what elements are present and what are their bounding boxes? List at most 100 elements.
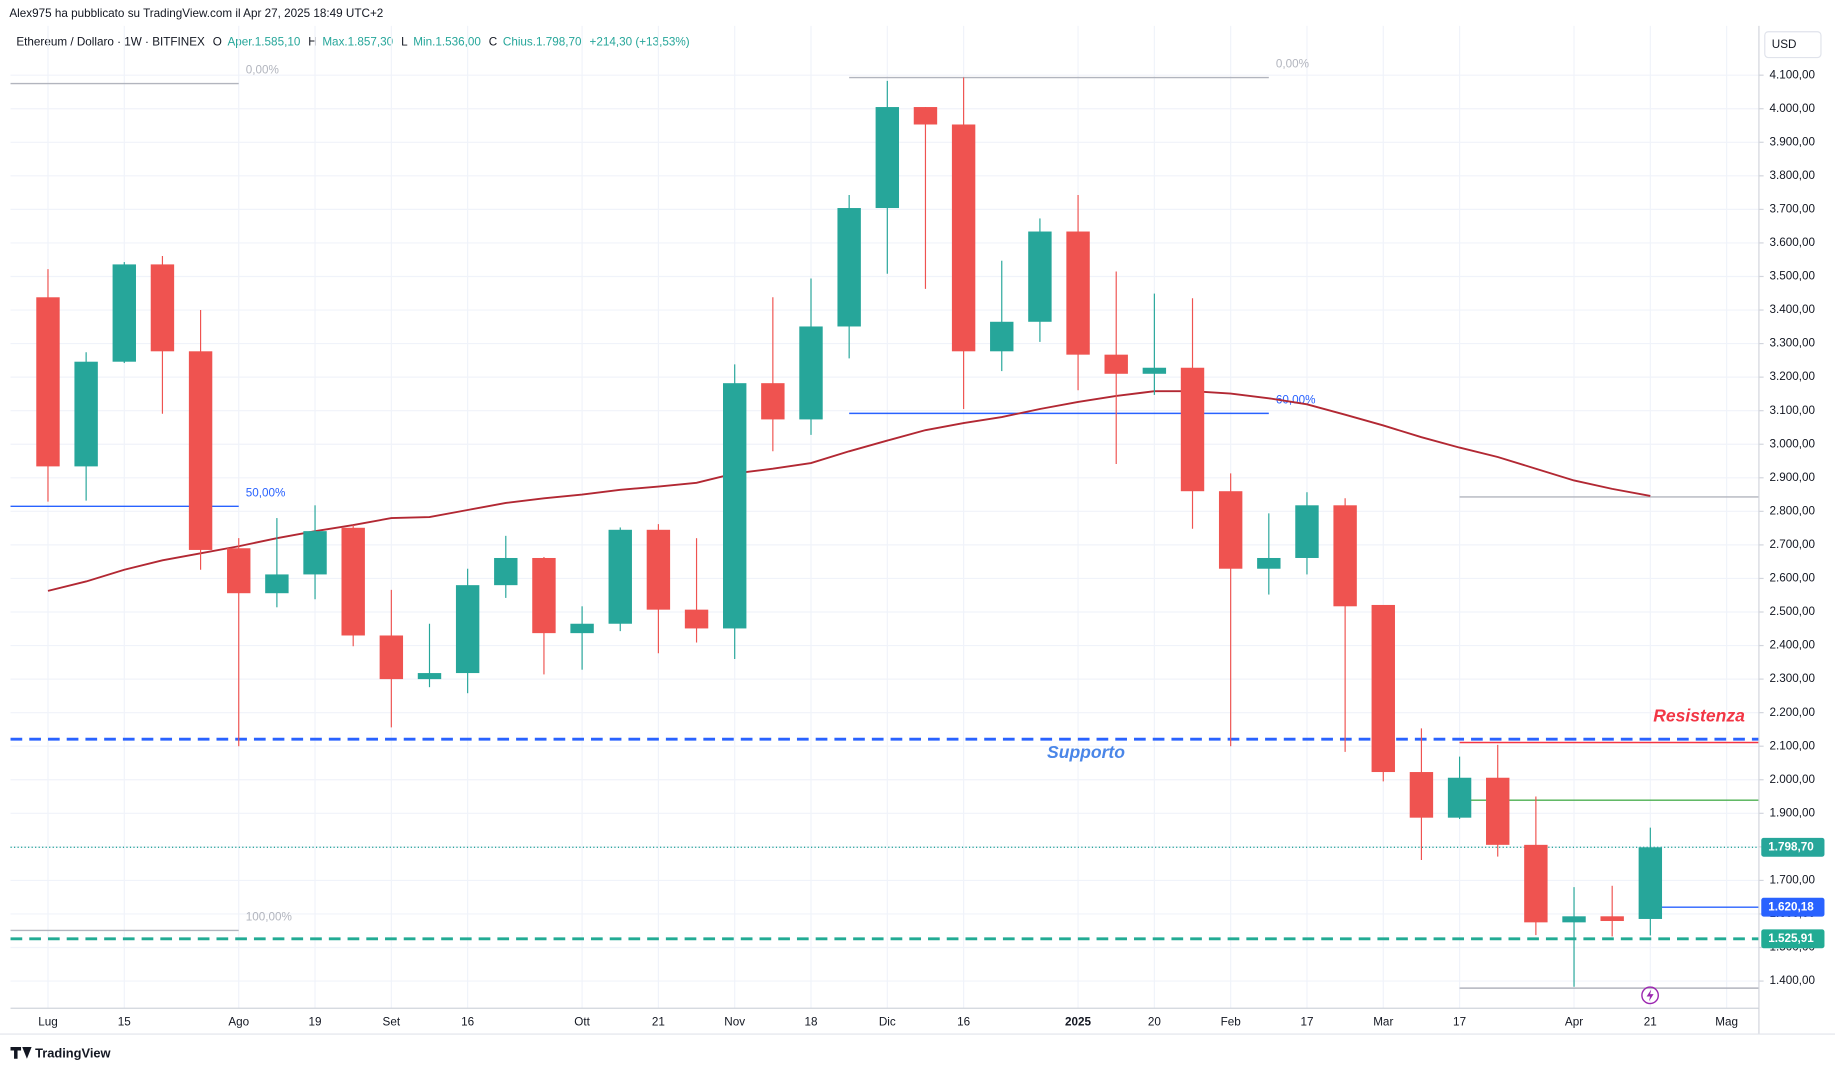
y-tick-label: 4.100,00 [1769,68,1815,81]
candle-body [570,623,594,634]
x-tick-label: 21 [1644,1015,1657,1028]
l-key: L [401,35,408,48]
y-tick-label: 2.000,00 [1769,773,1815,786]
level-label: 0,00% [246,64,279,77]
x-tick-label: Lug [38,1015,58,1028]
x-tick-label: Dic [879,1015,896,1028]
candle-body [1638,847,1663,919]
x-tick-label: 17 [1300,1015,1313,1028]
y-tick-label: 2.100,00 [1769,739,1815,752]
footer-brand: TradingView [35,1045,111,1060]
x-tick-label: 2025 [1065,1015,1091,1028]
candle-body [1486,777,1510,845]
price-tag [1761,897,1825,917]
y-tick-label: 1.700,00 [1769,873,1815,886]
level-label: 0,00% [1276,58,1309,71]
candle-body [1257,557,1281,569]
candle-body [684,609,709,629]
candle-body [761,383,785,420]
x-tick-label: 16 [461,1015,474,1028]
candle-body [36,297,60,467]
x-tick-label: 17 [1453,1015,1466,1028]
candle-body [417,673,442,680]
candle-body [303,531,327,575]
candle-body [1104,354,1128,374]
candle-body [1180,367,1205,492]
x-tick-label: 15 [118,1015,131,1028]
change: +214,30 (+13,53%) [589,35,689,48]
candle-body [1295,505,1319,558]
currency: USD [1772,38,1797,51]
x-tick-label: Mag [1715,1015,1738,1028]
event-icon[interactable] [1641,986,1659,1005]
candle-body [188,351,213,550]
y-tick-label: 2.800,00 [1769,504,1815,517]
x-tick-label: Feb [1221,1015,1242,1028]
candle-body [799,326,823,420]
x-tick-label: Ago [228,1015,249,1028]
legend-line: Ethereum / Dollaro · 1W · BITFINEX O Ape… [16,35,689,48]
candle-body [494,557,518,586]
x-tick-label: Set [383,1015,401,1028]
y-tick-label: 2.700,00 [1769,538,1815,551]
candle-body [990,321,1014,352]
h-key: H [308,35,316,48]
candle-body [1600,916,1624,922]
c-key: C [489,35,498,48]
candle-body [532,557,556,634]
x-tick-label: 19 [309,1015,322,1028]
candle-body [455,585,480,674]
price-tag-label: 1.798,70 [1768,840,1814,853]
x-tick-label: 21 [652,1015,665,1028]
candle-body [875,107,900,209]
candle-body [227,548,251,594]
candle-body [646,529,671,610]
y-tick-label: 2.400,00 [1769,639,1815,652]
y-tick-label: 3.800,00 [1769,169,1815,182]
candle-body [913,107,938,125]
y-tick-label: 4.000,00 [1769,102,1815,115]
level-label: Supporto [1047,742,1125,762]
y-tick-label: 3.500,00 [1769,270,1815,283]
y-tick-label: 1.400,00 [1769,974,1815,987]
x-tick-label: Apr [1565,1015,1583,1028]
candle-body [1333,505,1357,607]
candle-body [722,383,747,629]
candle-body [1409,772,1434,818]
candle-body [379,635,404,680]
x-tick-label: 18 [804,1015,817,1028]
logo [10,1047,32,1059]
y-tick-label: 3.300,00 [1769,337,1815,350]
y-tick-label: 1.900,00 [1769,806,1815,819]
x-tick-label: Mar [1373,1015,1393,1028]
candle-body [1218,491,1243,569]
candle-body [74,361,98,467]
candle-body [1524,844,1548,923]
y-tick-label: 3.100,00 [1769,404,1815,417]
currency-box[interactable] [1764,31,1822,59]
candle-body [1562,916,1586,923]
level-label: Resistenza [1653,705,1745,725]
event-bolt [1646,989,1654,1002]
y-tick-label: 2.200,00 [1769,706,1815,719]
candle-body [341,527,365,636]
y-tick-label: 2.500,00 [1769,605,1815,618]
candle-body [1066,231,1090,355]
candle-body [837,208,861,327]
l-value: Min.1.536,00 [413,35,481,48]
author-line: Alex975 ha pubblicato su TradingView.com… [9,7,383,20]
price-tag-label: 1.620,18 [1768,900,1814,913]
candle-body [1142,367,1167,374]
y-tick-label: 3.400,00 [1769,303,1815,316]
candle-body [1028,231,1052,322]
o-value: Aper.1.585,10 [227,35,300,48]
c-value: Chius.1.798,70 [503,35,582,48]
price-tag [1761,837,1825,857]
y-tick-label: 3.200,00 [1769,370,1815,383]
price-tag [1761,929,1825,949]
h-value: Max.1.857,30 [322,35,393,48]
level-label: 100,00% [246,911,292,924]
